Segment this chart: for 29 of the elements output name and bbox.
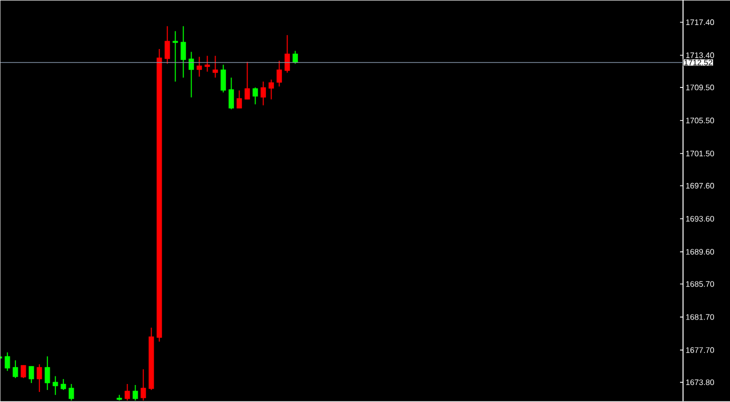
candlestick xyxy=(180,26,186,78)
candlestick xyxy=(124,384,130,402)
candlestick xyxy=(12,360,18,379)
candlestick xyxy=(196,56,202,78)
candlestick xyxy=(20,364,26,379)
candlestick xyxy=(52,376,58,396)
candlestick xyxy=(244,61,250,100)
candlestick xyxy=(284,34,290,74)
candlestick xyxy=(268,79,274,100)
candlestick xyxy=(36,364,42,393)
candlestick xyxy=(220,64,226,94)
candlestick xyxy=(260,81,266,106)
candlestick xyxy=(132,384,138,402)
candlestick xyxy=(4,352,10,372)
candlestick xyxy=(292,50,298,64)
candlestick xyxy=(164,26,170,64)
candlestick xyxy=(44,356,50,391)
candlestick xyxy=(236,90,242,109)
candlestick xyxy=(276,60,282,88)
candlestick xyxy=(252,87,258,105)
candlestick xyxy=(204,55,210,72)
candlestick xyxy=(188,51,194,98)
candlestick xyxy=(228,77,234,110)
candlestick xyxy=(212,55,218,78)
candlestick xyxy=(28,366,34,384)
candlestick xyxy=(172,30,178,82)
candlestick xyxy=(60,378,66,391)
candlestick xyxy=(68,384,74,402)
candlestick xyxy=(140,368,146,402)
